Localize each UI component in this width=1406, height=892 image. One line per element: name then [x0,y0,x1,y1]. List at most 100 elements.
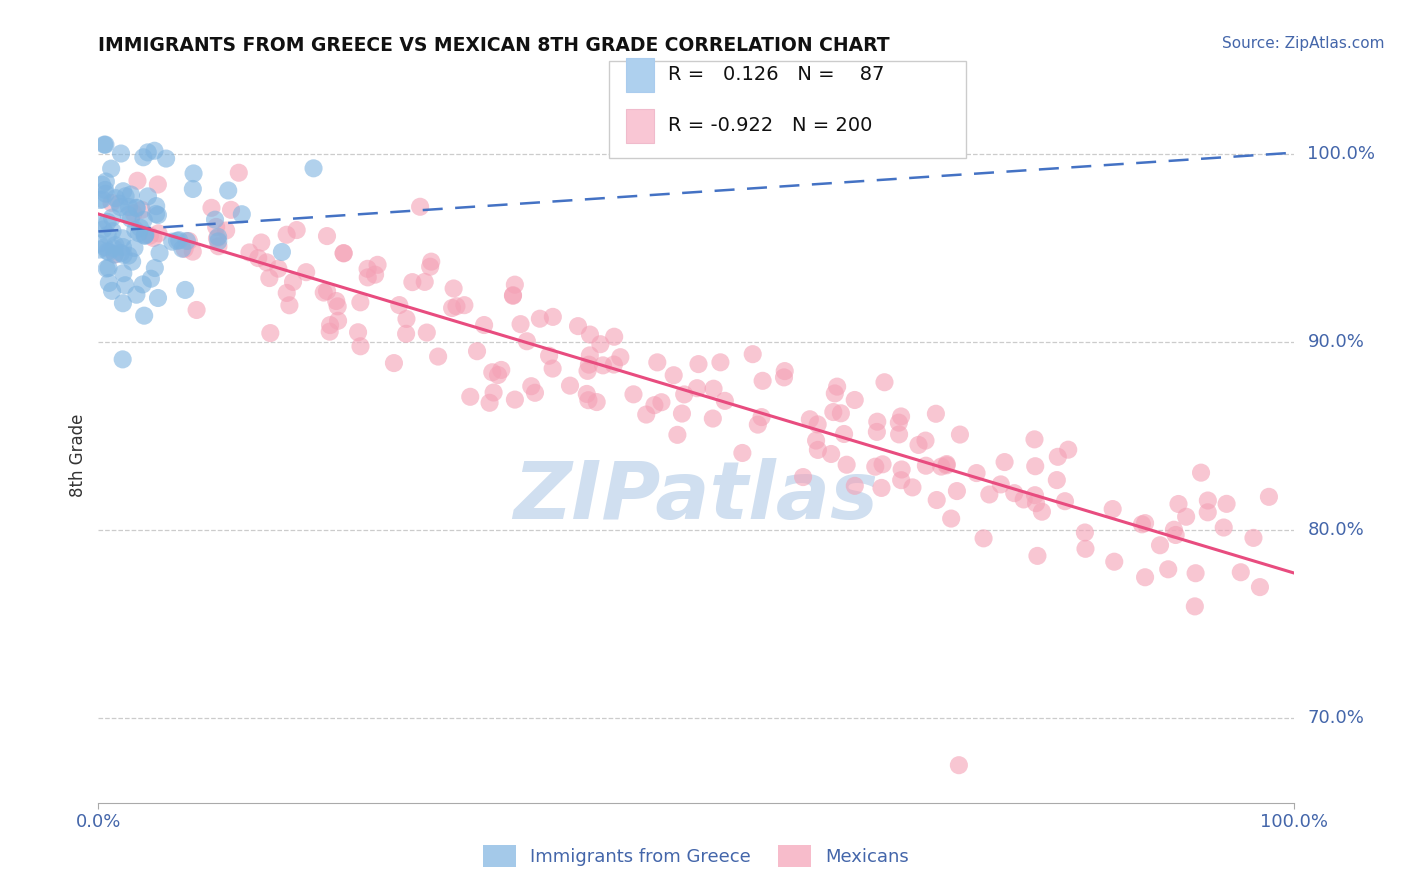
Point [835,458,858,472]
Point [865,459,887,474]
Point [104,238,127,252]
Point [207,239,229,253]
Point [295,265,318,279]
Point [395,312,418,326]
Point [825,379,848,393]
Point [1024,488,1046,502]
Point [94,183,117,197]
Point [1133,570,1156,584]
Point [155,152,177,166]
Text: 90.0%: 90.0% [1308,333,1364,351]
Point [741,347,763,361]
Point [204,212,226,227]
Point [589,337,612,351]
Point [347,325,370,339]
Point [666,427,689,442]
Point [1184,566,1206,581]
Point [276,285,298,300]
Point [419,260,441,274]
Point [356,261,378,276]
Point [541,310,564,324]
Point [101,224,124,238]
Point [420,254,443,268]
Point [367,258,389,272]
Point [1197,493,1219,508]
Point [332,246,354,260]
Point [173,242,195,256]
Point [1197,505,1219,519]
Point [481,365,503,379]
Point [1249,580,1271,594]
Point [866,425,889,439]
Point [117,248,139,262]
Point [131,202,153,217]
Point [643,398,665,412]
Point [145,207,167,221]
Point [702,411,724,425]
Point [124,241,146,255]
Point [623,387,645,401]
Point [1074,541,1097,556]
Point [751,410,773,425]
Point [114,189,136,203]
Point [948,758,970,772]
Point [935,457,957,471]
Point [388,298,411,312]
Point [949,427,972,442]
Point [541,361,564,376]
Point [136,189,159,203]
Point [579,348,602,362]
Point [259,326,281,340]
Point [993,455,1015,469]
Point [751,374,773,388]
Point [118,200,141,214]
Point [172,242,194,256]
Point [271,245,294,260]
Point [176,234,198,248]
Point [217,184,239,198]
Text: 100.0%: 100.0% [1308,145,1375,163]
Point [662,368,685,383]
Point [143,144,166,158]
Point [529,311,551,326]
Point [124,223,146,237]
Point [443,281,465,295]
Point [887,427,910,442]
Point [125,201,148,215]
Point [111,231,134,245]
Point [87,216,110,230]
Point [502,288,524,302]
Point [104,191,127,205]
Point [247,251,270,265]
Point [125,201,148,215]
Point [183,166,205,180]
Point [1026,549,1049,563]
Point [228,166,250,180]
Point [110,146,132,161]
Point [650,395,672,409]
Point [673,387,696,401]
Point [148,246,170,260]
Point [101,211,124,225]
Point [413,275,436,289]
Point [125,287,148,301]
Point [1046,450,1069,464]
Point [103,242,125,256]
Point [1149,538,1171,552]
Point [472,318,495,332]
Point [207,235,229,249]
Point [326,314,349,328]
Point [325,293,347,308]
Point [112,184,135,198]
Point [1002,486,1025,500]
Point [349,339,371,353]
Point [824,386,846,401]
Point [401,275,423,289]
Point [915,458,938,473]
Point [804,434,827,448]
Point [312,285,335,300]
Point [538,349,561,363]
Point [134,309,156,323]
Point [205,219,228,234]
Point [807,442,830,457]
